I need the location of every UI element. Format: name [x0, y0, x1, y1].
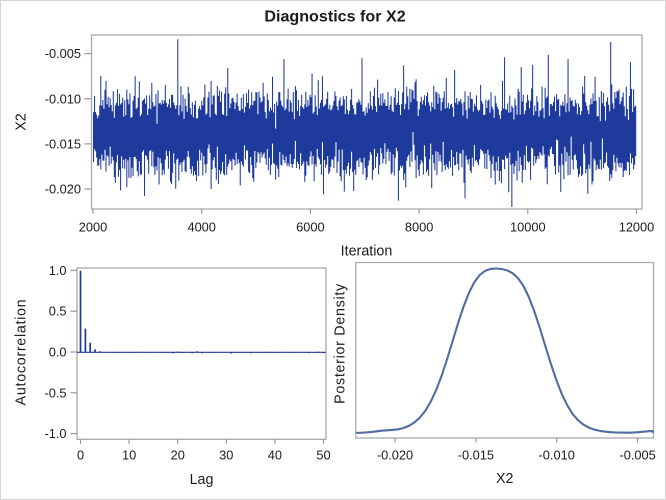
svg-text:4000: 4000 [187, 220, 215, 235]
svg-text:0.0: 0.0 [49, 345, 67, 360]
svg-text:6000: 6000 [296, 220, 324, 235]
svg-text:12000: 12000 [619, 220, 655, 235]
svg-text:Posterior Density: Posterior Density [333, 283, 349, 404]
svg-text:40: 40 [268, 448, 282, 463]
svg-text:-0.010: -0.010 [539, 448, 575, 463]
svg-text:-0.015: -0.015 [458, 448, 494, 463]
svg-text:8000: 8000 [405, 220, 433, 235]
svg-text:X2: X2 [14, 113, 30, 131]
svg-text:-0.005: -0.005 [619, 448, 655, 463]
svg-text:0.5: 0.5 [49, 304, 67, 319]
svg-text:Autocorrelation: Autocorrelation [14, 299, 30, 406]
svg-text:-0.005: -0.005 [45, 46, 81, 61]
svg-text:Iteration: Iteration [341, 244, 393, 260]
svg-text:-0.015: -0.015 [45, 136, 81, 151]
svg-text:Diagnostics for X2: Diagnostics for X2 [264, 8, 405, 26]
svg-text:20: 20 [171, 448, 185, 463]
svg-text:Lag: Lag [190, 472, 214, 488]
svg-text:10000: 10000 [510, 220, 546, 235]
svg-text:2000: 2000 [79, 220, 107, 235]
svg-text:-1.0: -1.0 [44, 426, 66, 441]
svg-text:1.0: 1.0 [49, 263, 67, 278]
svg-text:30: 30 [219, 448, 233, 463]
svg-text:-0.020: -0.020 [45, 182, 81, 197]
svg-text:-0.5: -0.5 [44, 385, 66, 400]
svg-text:50: 50 [316, 448, 330, 463]
svg-text:-0.020: -0.020 [377, 448, 413, 463]
svg-text:-0.010: -0.010 [45, 91, 81, 106]
svg-text:10: 10 [122, 448, 136, 463]
svg-text:0: 0 [77, 448, 84, 463]
svg-text:X2: X2 [496, 471, 514, 487]
